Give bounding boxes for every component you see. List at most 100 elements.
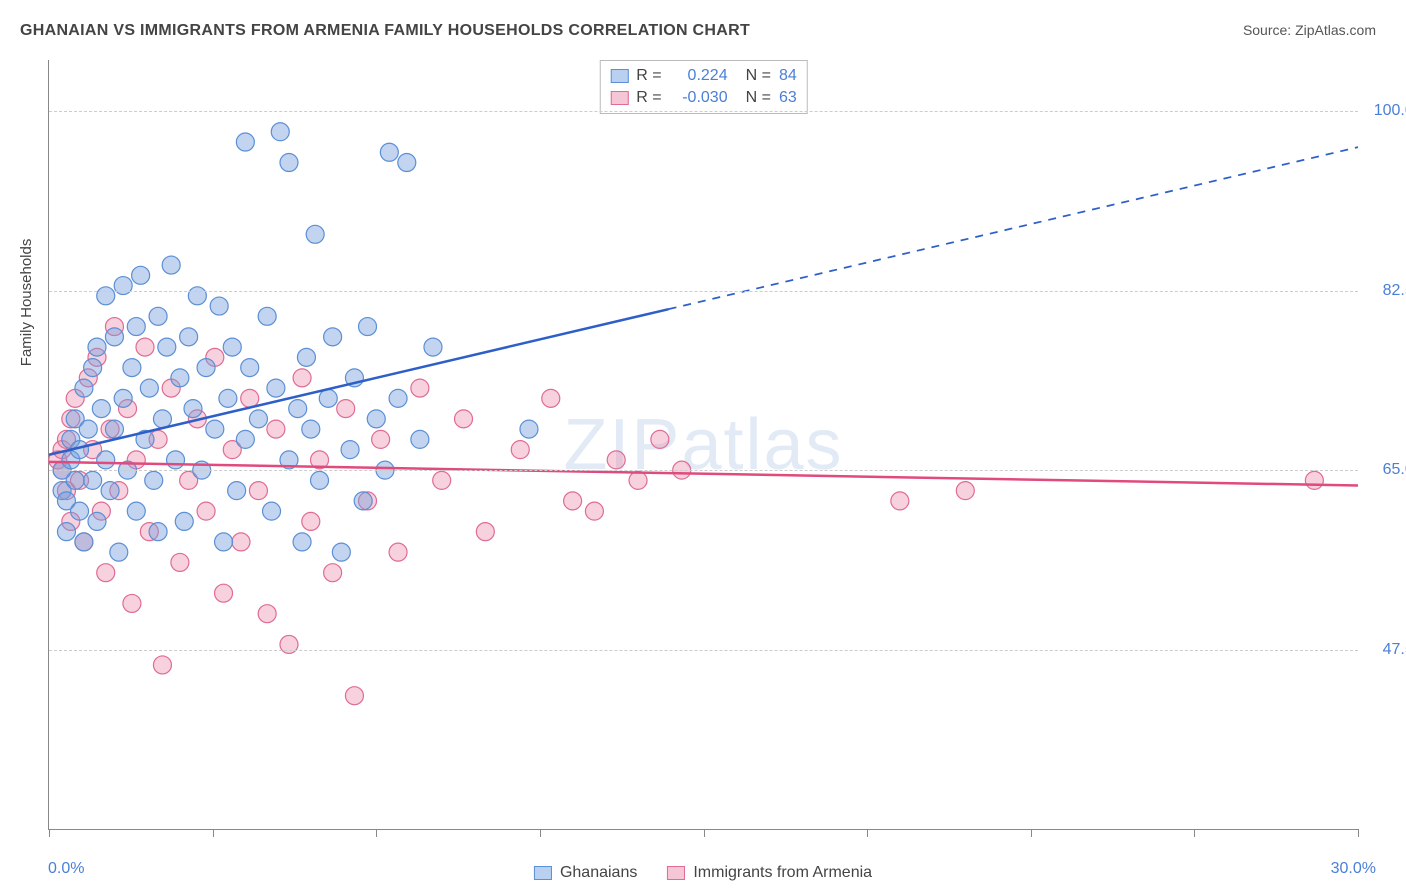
data-point (171, 369, 189, 387)
x-axis-end-label: 30.0% (1331, 860, 1376, 878)
data-point (398, 154, 416, 172)
y-axis-title: Family Households (18, 239, 35, 367)
data-point (249, 410, 267, 428)
data-point (127, 318, 145, 336)
data-point (88, 512, 106, 530)
plot-area: ZIPatlas R = 0.224 N = 84 R = -0.030 N =… (48, 60, 1358, 830)
x-tick (376, 829, 377, 837)
data-point (389, 543, 407, 561)
x-tick (867, 829, 868, 837)
data-point (302, 512, 320, 530)
data-point (367, 410, 385, 428)
data-point (101, 482, 119, 500)
data-point (219, 389, 237, 407)
data-point (66, 471, 84, 489)
data-point (1305, 471, 1323, 489)
data-point (956, 482, 974, 500)
data-point (136, 338, 154, 356)
data-point (153, 656, 171, 674)
data-point (110, 543, 128, 561)
source-label: Source: ZipAtlas.com (1243, 22, 1376, 38)
data-point (145, 471, 163, 489)
data-point (171, 553, 189, 571)
legend-label-ghanaians: Ghanaians (560, 864, 637, 882)
data-point (105, 328, 123, 346)
trend-line-solid (49, 462, 1358, 486)
data-point (324, 328, 342, 346)
data-point (114, 389, 132, 407)
data-point (149, 307, 167, 325)
data-point (92, 400, 110, 418)
data-point (197, 502, 215, 520)
data-point (511, 441, 529, 459)
data-point (280, 635, 298, 653)
data-point (236, 133, 254, 151)
data-point (455, 410, 473, 428)
y-tick-label: 65.0% (1368, 461, 1406, 479)
trend-line-dashed (669, 147, 1358, 309)
data-point (57, 523, 75, 541)
data-point (210, 297, 228, 315)
legend-item-ghanaians: Ghanaians (534, 864, 637, 882)
data-point (79, 420, 97, 438)
data-point (84, 359, 102, 377)
data-point (585, 502, 603, 520)
data-point (97, 451, 115, 469)
data-point (140, 379, 158, 397)
data-point (249, 482, 267, 500)
data-point (293, 369, 311, 387)
data-point (651, 430, 669, 448)
data-point (411, 379, 429, 397)
legend-label-armenia: Immigrants from Armenia (693, 864, 872, 882)
data-point (372, 430, 390, 448)
data-point (127, 502, 145, 520)
data-point (607, 451, 625, 469)
data-point (184, 400, 202, 418)
data-point (97, 564, 115, 582)
data-point (71, 502, 89, 520)
data-point (302, 420, 320, 438)
series-legend: Ghanaians Immigrants from Armenia (534, 864, 872, 882)
data-point (236, 430, 254, 448)
data-point (167, 451, 185, 469)
chart-container: GHANAIAN VS IMMIGRANTS FROM ARMENIA FAMI… (0, 0, 1406, 892)
data-point (123, 359, 141, 377)
x-tick (1031, 829, 1032, 837)
swatch-armenia (667, 866, 685, 880)
data-point (158, 338, 176, 356)
data-point (197, 359, 215, 377)
x-tick (49, 829, 50, 837)
y-tick-label: 47.5% (1368, 641, 1406, 659)
data-point (114, 277, 132, 295)
data-point (324, 564, 342, 582)
x-axis-start-label: 0.0% (48, 860, 84, 878)
data-point (188, 287, 206, 305)
data-point (149, 523, 167, 541)
gridline (49, 291, 1358, 292)
data-point (520, 420, 538, 438)
data-point (424, 338, 442, 356)
data-point (223, 338, 241, 356)
data-point (75, 533, 93, 551)
data-point (411, 430, 429, 448)
data-point (206, 420, 224, 438)
data-point (132, 266, 150, 284)
data-point (297, 348, 315, 366)
data-point (175, 512, 193, 530)
data-point (84, 471, 102, 489)
data-point (180, 328, 198, 346)
data-point (123, 594, 141, 612)
data-point (263, 502, 281, 520)
gridline (49, 470, 1358, 471)
x-tick (213, 829, 214, 837)
swatch-ghanaians (534, 866, 552, 880)
data-point (306, 225, 324, 243)
data-point (162, 256, 180, 274)
data-point (105, 420, 123, 438)
data-point (232, 533, 250, 551)
data-point (215, 584, 233, 602)
data-point (228, 482, 246, 500)
data-point (564, 492, 582, 510)
data-point (241, 359, 259, 377)
x-tick (540, 829, 541, 837)
